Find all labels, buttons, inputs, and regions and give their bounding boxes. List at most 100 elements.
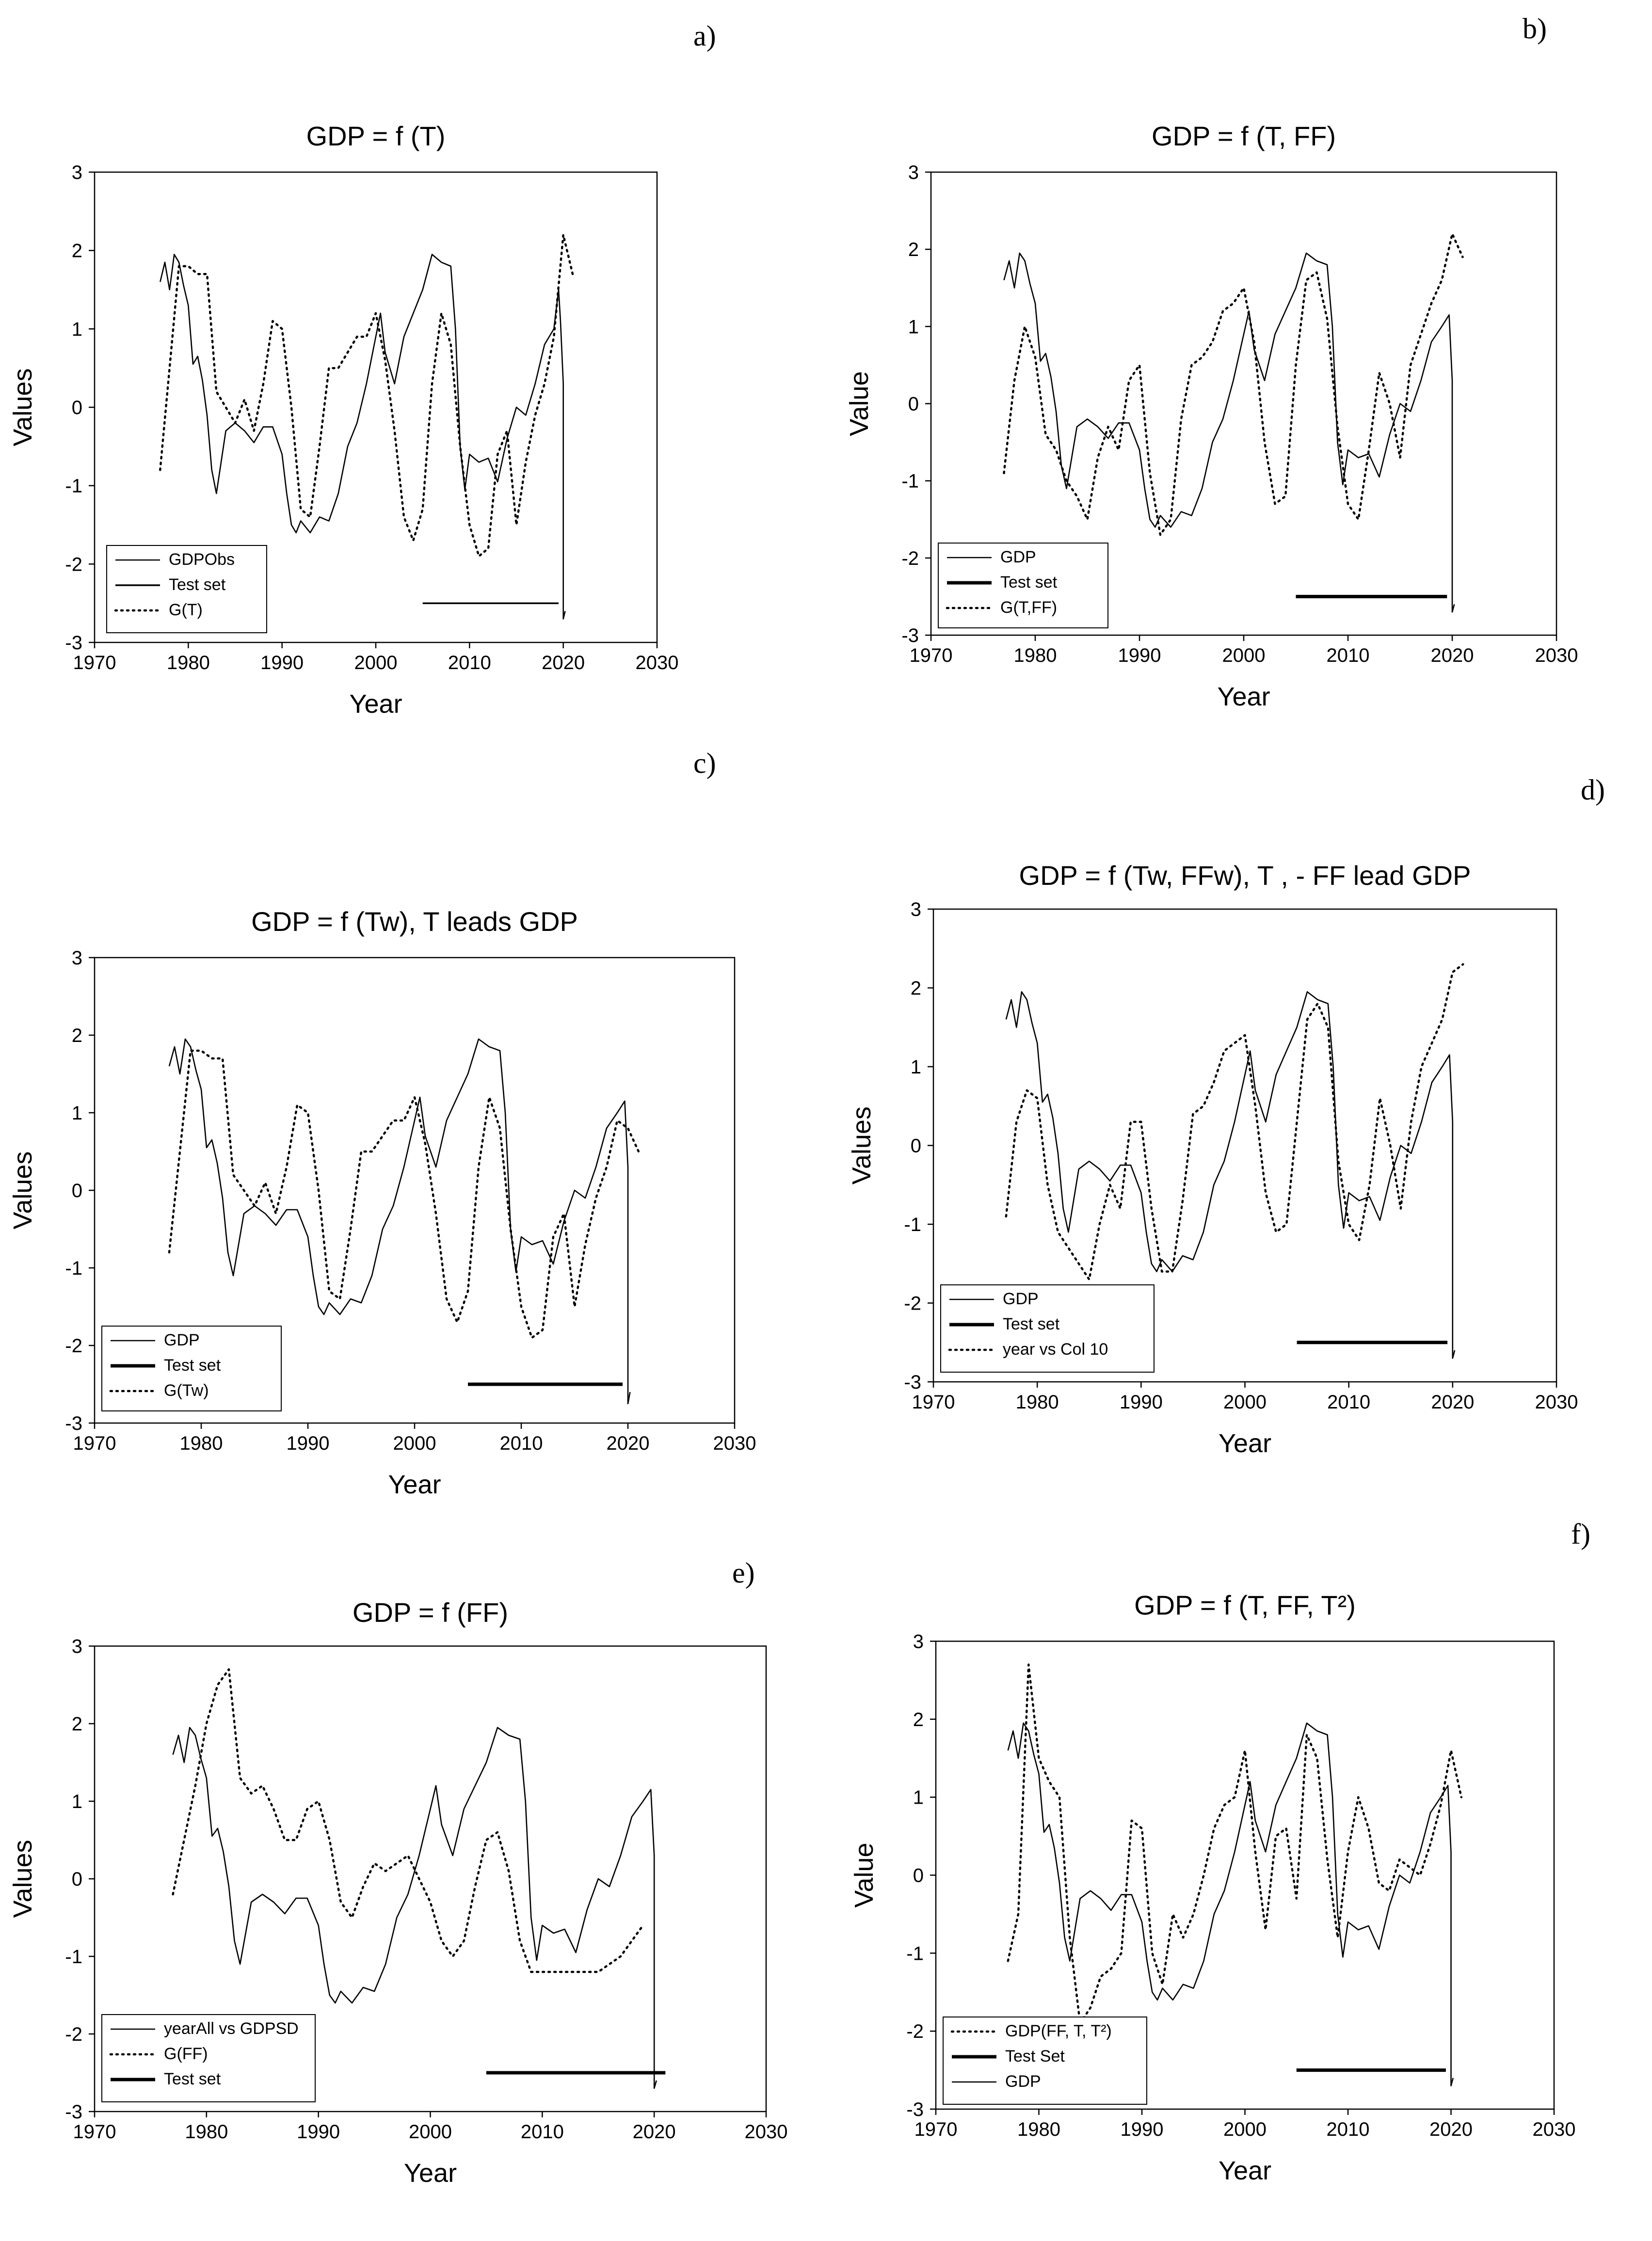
- series-line-gdp: [1007, 1722, 1454, 2087]
- x-tick-label: 1990: [1118, 645, 1161, 666]
- x-tick-label: 1990: [1120, 1392, 1163, 1413]
- y-tick-label: 3: [908, 162, 919, 183]
- x-tick-label: 2020: [542, 652, 585, 673]
- panel-letter: f): [1571, 1518, 1590, 1550]
- x-axis-label: Year: [1219, 1429, 1271, 1458]
- series-line-gdp: [1003, 252, 1455, 613]
- x-axis-label: Year: [1219, 2156, 1271, 2185]
- legend-label: G(T,FF): [1000, 598, 1057, 617]
- x-tick-label: 1970: [912, 1392, 955, 1413]
- legend-label: Test set: [164, 2070, 221, 2088]
- chart-f: GDP = f (T, FF, T²) 1970 1980 1990 2000 2010 2…: [850, 1590, 1575, 2185]
- y-tick-label: 0: [72, 1180, 82, 1201]
- y-tick-label: -1: [65, 1946, 82, 1968]
- series-line-yearall-vs-gdpsd: [172, 1727, 658, 2089]
- series-line-gdp-ff-t-t-: [1007, 1664, 1463, 2025]
- y-tick-label: 3: [911, 899, 921, 920]
- legend-label: GDP(FF, T, T²): [1005, 2022, 1112, 2040]
- x-tick-label: 2000: [1222, 645, 1266, 666]
- panel-letter: d): [1581, 774, 1605, 806]
- x-tick-label: 2010: [500, 1433, 543, 1454]
- chart-title: GDP = f (T): [306, 121, 446, 151]
- x-tick-label: 2030: [713, 1433, 756, 1454]
- x-tick-label: 2020: [1431, 645, 1474, 666]
- y-tick-label: -2: [906, 2021, 924, 2042]
- x-tick-label: 2030: [745, 2121, 788, 2143]
- x-tick-label: 1980: [185, 2121, 228, 2143]
- x-tick-label: 2000: [354, 652, 398, 673]
- chart-panel-f: f) GDP = f (T, FF, T²) 1970 1980 1990 2000 20…: [824, 1493, 1649, 2240]
- legend-label: yearAll vs GDPSD: [164, 2019, 299, 2038]
- y-tick-label: -3: [906, 2099, 924, 2120]
- x-tick-label: 2020: [633, 2121, 676, 2143]
- y-tick-label: -3: [901, 625, 919, 646]
- x-tick-label: 1990: [1121, 2119, 1164, 2140]
- x-axis-label: Year: [1217, 682, 1270, 711]
- legend-label: Test set: [1000, 573, 1058, 592]
- chart-title: GDP = f (FF): [353, 1597, 508, 1628]
- y-axis-label: Values: [847, 1106, 876, 1185]
- legend-label: G(Tw): [164, 1381, 209, 1400]
- chart-c: GDP = f (Tw), T leads GDP 1970 1980 1990 200…: [8, 906, 756, 1499]
- y-tick-label: 1: [72, 1103, 82, 1124]
- chart-title: GDP = f (Tw, FFw), T , - FF lead GDP: [1019, 860, 1471, 891]
- series-line-g-t-: [159, 234, 574, 558]
- x-tick-label: 2030: [1535, 1392, 1578, 1413]
- x-tick-label: 1970: [73, 2121, 116, 2143]
- y-tick-label: 3: [72, 162, 82, 183]
- y-tick-label: -2: [65, 1335, 82, 1357]
- y-axis-label: Value: [845, 371, 874, 436]
- legend-label: year vs Col 10: [1003, 1340, 1108, 1359]
- x-tick-label: 2000: [409, 2121, 452, 2143]
- x-tick-label: 1980: [180, 1433, 223, 1454]
- x-tick-label: 1990: [287, 1433, 330, 1454]
- legend-label: Test Set: [1005, 2047, 1065, 2065]
- x-tick-label: 2000: [1223, 1392, 1267, 1413]
- x-tick-label: 2020: [607, 1433, 650, 1454]
- y-tick-label: -2: [65, 554, 82, 575]
- series-line-g-ff-: [172, 1668, 644, 1973]
- series-line-gdpobs: [160, 254, 566, 620]
- y-tick-label: -3: [65, 1413, 82, 1434]
- y-tick-label: -2: [65, 2024, 82, 2045]
- y-tick-label: 0: [72, 397, 82, 418]
- y-tick-label: -1: [904, 1214, 921, 1235]
- x-tick-label: 1980: [1014, 645, 1057, 666]
- y-tick-label: -3: [904, 1372, 921, 1393]
- legend-label: GDP: [164, 1331, 200, 1349]
- y-axis-label: Values: [8, 368, 37, 446]
- chart-d: GDP = f (Tw, FFw), T , - FF lead GDP 1970…: [847, 860, 1578, 1458]
- y-tick-label: 0: [913, 1865, 924, 1887]
- y-tick-label: 2: [72, 1713, 82, 1735]
- y-tick-label: -2: [901, 548, 919, 569]
- chart-a: GDP = f (T) 1970 1980 1990 2000 2010 2020 2030 -…: [8, 121, 678, 719]
- y-tick-label: -1: [65, 1258, 82, 1279]
- y-tick-label: -3: [65, 632, 82, 654]
- x-axis-label: Year: [404, 2159, 457, 2188]
- legend-box: [101, 2014, 316, 2102]
- y-tick-label: 0: [911, 1136, 921, 1157]
- x-tick-label: 2030: [1535, 645, 1578, 666]
- x-tick-label: 1970: [73, 652, 116, 673]
- x-tick-label: 2010: [1327, 645, 1370, 666]
- y-axis-label: Values: [8, 1151, 37, 1229]
- x-tick-label: 1970: [914, 2119, 958, 2140]
- y-tick-label: 1: [911, 1056, 921, 1078]
- y-tick-label: -1: [65, 476, 82, 497]
- chart-panel-b: b) GDP = f (T, FF) 1970 1980 1990 2000 2010 20…: [824, 0, 1649, 747]
- y-tick-label: 2: [911, 978, 921, 999]
- x-tick-label: 1980: [167, 652, 210, 673]
- chart-title: GDP = f (T, FF): [1152, 121, 1336, 151]
- legend-label: Test set: [164, 1356, 221, 1375]
- x-tick-label: 1990: [260, 652, 304, 673]
- legend-label: GDP: [1003, 1290, 1039, 1308]
- y-tick-label: 0: [72, 1869, 82, 1890]
- y-tick-label: 1: [908, 316, 919, 337]
- x-axis-label: Year: [388, 1470, 441, 1499]
- x-tick-label: 2010: [521, 2121, 564, 2143]
- y-tick-label: 3: [913, 1631, 924, 1652]
- chart-b: GDP = f (T, FF)1970 1980 1990 2000 2010 2020 2…: [845, 121, 1578, 711]
- y-tick-label: 2: [908, 239, 919, 260]
- y-axis-label: Value: [850, 1842, 879, 1907]
- series-line-g-tw-: [168, 1049, 640, 1339]
